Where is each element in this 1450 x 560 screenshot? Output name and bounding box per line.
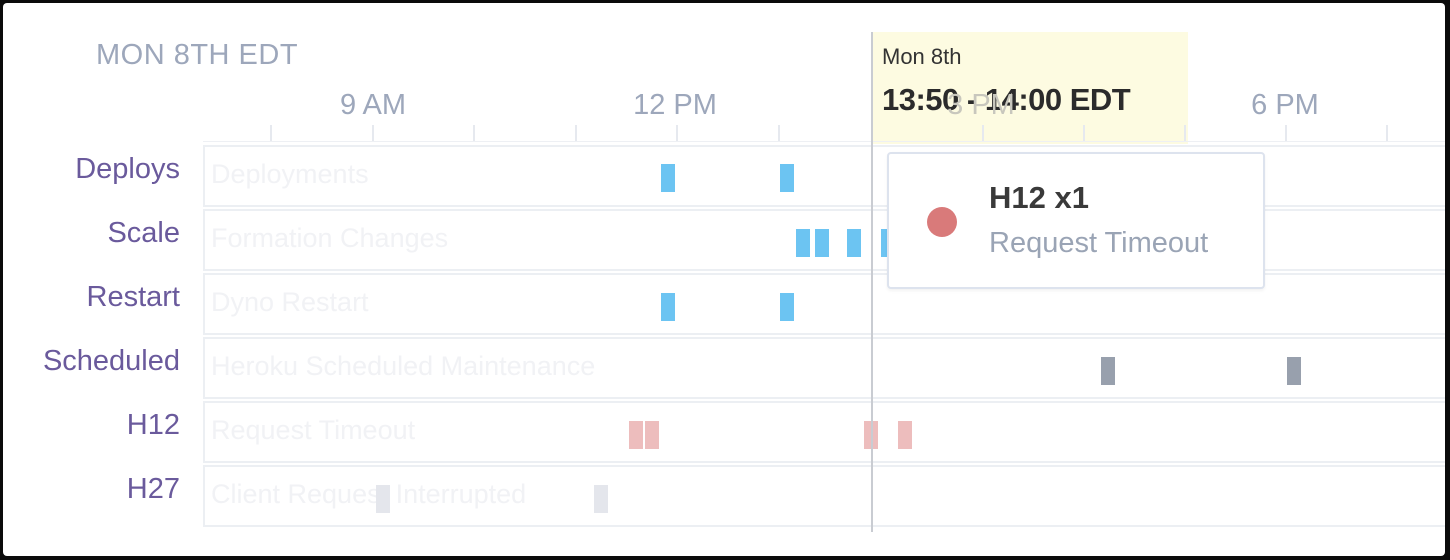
timeline-panel: Mon 8th 13:50 - 14:00 EDT MON 8TH EDT 9 … — [3, 3, 1445, 556]
h27-event-marker[interactable] — [376, 485, 390, 513]
deploy-event-marker[interactable] — [780, 164, 794, 192]
lane-scale: Formation Changes — [203, 209, 1445, 271]
h12-event-marker[interactable] — [898, 421, 912, 449]
lane-ghost-label: Dyno Restart — [211, 287, 369, 317]
axis-tick — [982, 125, 984, 141]
lane-h12: Request Timeout — [203, 401, 1445, 463]
lane-scheduled: Heroku Scheduled Maintenance — [203, 337, 1445, 399]
restart-event-marker[interactable] — [661, 293, 675, 321]
h27-event-marker[interactable] — [594, 485, 608, 513]
event-tooltip: H12 x1 Request Timeout — [887, 152, 1265, 289]
date-label: MON 8TH EDT — [96, 39, 299, 71]
axis-tick — [1386, 125, 1388, 141]
scale-event-marker[interactable] — [881, 229, 887, 257]
tick-label-12pm: 12 PM — [633, 89, 717, 121]
axis-tick — [676, 125, 678, 141]
h12-event-marker[interactable] — [629, 421, 643, 449]
row-label-deploys[interactable]: Deploys — [75, 153, 180, 185]
hover-cursor-line — [871, 32, 873, 532]
axis-tick — [575, 125, 577, 141]
lane-ghost-label: Request Timeout — [211, 415, 416, 445]
lane-ghost-label: Deployments — [211, 159, 369, 189]
row-label-h27[interactable]: H27 — [126, 473, 180, 505]
lane-ghost-label: Heroku Scheduled Maintenance — [211, 351, 596, 381]
axis-tick — [1083, 125, 1085, 141]
deploy-event-marker[interactable] — [661, 164, 675, 192]
tick-label-6pm: 6 PM — [1251, 89, 1319, 121]
lane-ghost-label: Client Request Interrupted — [211, 479, 527, 509]
lane-h27: Client Request Interrupted — [203, 465, 1445, 527]
axis-tick — [473, 125, 475, 141]
lane-ghost-label: Formation Changes — [211, 223, 449, 253]
axis-tick — [778, 125, 780, 141]
scheduled-event-marker[interactable] — [1101, 357, 1115, 385]
row-label-restart[interactable]: Restart — [86, 281, 180, 313]
scale-event-marker[interactable] — [847, 229, 861, 257]
row-label-scheduled[interactable]: Scheduled — [42, 345, 180, 377]
lane-restart: Dyno Restart — [203, 273, 1445, 335]
axis-tick — [270, 125, 272, 141]
tooltip-title: H12 x1 — [989, 180, 1089, 215]
hover-time-highlight: Mon 8th 13:50 - 14:00 EDT — [872, 32, 1188, 144]
hover-date: Mon 8th — [882, 44, 962, 69]
axis-tick — [1184, 125, 1186, 141]
lane-deploys: Deployments — [203, 145, 1445, 207]
hover-time-range: 13:50 - 14:00 EDT — [882, 82, 1131, 117]
restart-event-marker[interactable] — [780, 293, 794, 321]
axis-tick — [1285, 125, 1287, 141]
h12-event-marker[interactable] — [645, 421, 659, 449]
row-label-h12[interactable]: H12 — [126, 409, 180, 441]
tooltip-description: Request Timeout — [989, 227, 1209, 259]
tick-label-3pm: 3 PM — [947, 89, 1015, 121]
axis-baseline — [203, 141, 1445, 142]
scale-event-marker[interactable] — [796, 229, 810, 257]
axis-tick — [372, 125, 374, 141]
tick-label-9am: 9 AM — [339, 89, 407, 121]
row-label-scale[interactable]: Scale — [107, 217, 180, 249]
scale-event-marker[interactable] — [815, 229, 829, 257]
status-dot-icon — [927, 207, 957, 237]
scheduled-event-marker[interactable] — [1287, 357, 1301, 385]
